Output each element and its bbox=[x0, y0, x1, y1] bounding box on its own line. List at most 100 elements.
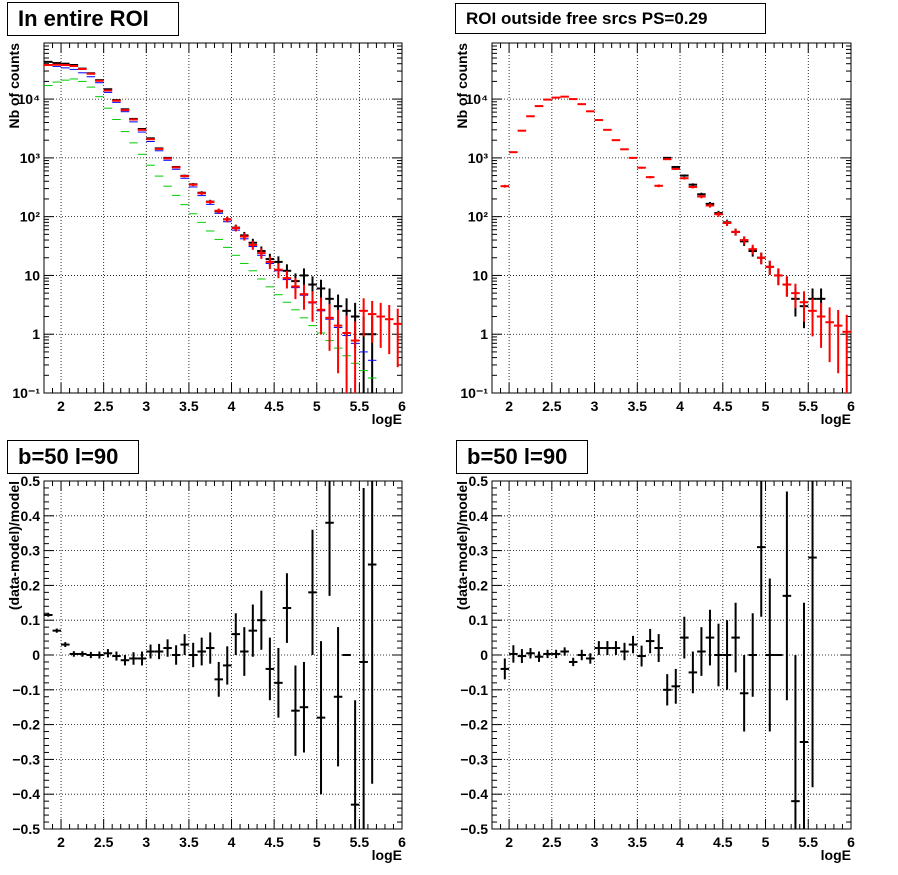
data-point bbox=[671, 167, 681, 170]
data-point bbox=[69, 651, 79, 657]
data-point bbox=[756, 252, 766, 265]
data-point bbox=[808, 481, 817, 788]
data-point bbox=[611, 641, 621, 655]
y-tick-label: 10⁻¹ bbox=[12, 385, 40, 401]
data-point bbox=[577, 649, 587, 661]
data-point bbox=[808, 298, 817, 337]
data-point bbox=[163, 639, 172, 657]
data-point bbox=[654, 634, 663, 662]
x-tick-label: 2.5 bbox=[94, 398, 114, 414]
data-point bbox=[586, 653, 595, 664]
panel-1-title: In entire ROI bbox=[7, 2, 179, 36]
data-point bbox=[274, 263, 283, 279]
y-tick-label: −0.1 bbox=[460, 682, 488, 698]
y-tick-label: 0.1 bbox=[469, 612, 489, 628]
x-axis-label: logE bbox=[821, 847, 851, 863]
data-point bbox=[282, 573, 292, 643]
x-tick-label: 4 bbox=[228, 398, 236, 414]
data-point bbox=[333, 627, 343, 767]
y-tick-label: 0.2 bbox=[469, 577, 489, 593]
y-tick-label: 10⁴ bbox=[18, 91, 41, 107]
data-point bbox=[316, 641, 326, 795]
data-point bbox=[543, 649, 552, 659]
y-axis-label: Nb of counts bbox=[6, 43, 22, 129]
data-point bbox=[171, 645, 181, 665]
data-point bbox=[577, 103, 587, 106]
data-point bbox=[265, 256, 275, 269]
x-tick-label: 6 bbox=[398, 398, 406, 414]
data-point bbox=[697, 194, 706, 199]
data-point bbox=[359, 487, 368, 829]
y-tick-label: 10⁴ bbox=[466, 91, 489, 107]
x-tick-label: 5 bbox=[762, 398, 770, 414]
panel-2: 2 2.5 3 3.5 4 4.5 5 5.5 6 10⁻¹ 1 10 10² 10³ 10⁴ logE Nb … bbox=[454, 42, 855, 427]
data-point bbox=[680, 177, 689, 180]
y-tick-label: 0.4 bbox=[21, 508, 41, 524]
data-point bbox=[205, 200, 215, 204]
data-point bbox=[248, 240, 258, 250]
data-point bbox=[257, 248, 266, 259]
x-tick-label: 5 bbox=[762, 834, 770, 850]
data-point bbox=[526, 648, 535, 659]
ticks bbox=[491, 480, 852, 830]
data-point bbox=[731, 602, 740, 673]
x-tick-label: 3 bbox=[591, 398, 599, 414]
y-tick-label: 0.3 bbox=[21, 543, 41, 559]
data-point bbox=[367, 300, 377, 343]
data-point bbox=[223, 646, 232, 685]
data-point bbox=[180, 174, 189, 178]
x-tick-label: 2 bbox=[505, 834, 513, 850]
data-point bbox=[299, 661, 309, 753]
data-point bbox=[662, 674, 672, 706]
data-point bbox=[197, 191, 206, 195]
data-point bbox=[603, 128, 612, 131]
data-point bbox=[620, 148, 629, 151]
data-point bbox=[645, 175, 655, 179]
data-point bbox=[799, 602, 809, 829]
y-tick-label: −0.2 bbox=[460, 717, 488, 733]
data-point bbox=[560, 647, 569, 656]
data-point bbox=[299, 268, 309, 286]
data-point bbox=[333, 309, 343, 374]
data-point bbox=[240, 627, 249, 676]
data-point bbox=[688, 651, 698, 694]
data-point bbox=[137, 128, 147, 131]
data-point bbox=[231, 225, 241, 232]
x-tick-label: 5.5 bbox=[350, 834, 370, 850]
data-point bbox=[731, 228, 740, 236]
data-point bbox=[44, 613, 53, 617]
x-tick-label: 2 bbox=[505, 398, 513, 414]
data-point bbox=[534, 105, 544, 108]
data-point bbox=[620, 642, 629, 661]
data-point bbox=[722, 220, 732, 227]
data-point bbox=[163, 157, 172, 160]
y-axis-label: Nb of counts bbox=[454, 43, 470, 129]
data-point bbox=[551, 649, 561, 659]
y-tick-label: −0.3 bbox=[12, 751, 40, 767]
data-point bbox=[748, 613, 757, 697]
data-point bbox=[756, 481, 766, 617]
data-point bbox=[78, 651, 87, 657]
data-point bbox=[274, 648, 283, 718]
data-point bbox=[350, 700, 360, 829]
y-tick-label: −0.5 bbox=[460, 821, 488, 837]
data-point bbox=[376, 302, 385, 348]
y-tick-label: −0.4 bbox=[460, 786, 488, 802]
x-tick-label: 3.5 bbox=[179, 398, 199, 414]
panel-3: 2 2.5 3 3.5 4 4.5 5 5.5 6 −0.5 −0.4 −0.3 −0.2 −0.1 0 0.… bbox=[6, 473, 406, 863]
y-tick-label: 0.1 bbox=[21, 612, 41, 628]
data-point bbox=[765, 578, 775, 732]
data-point bbox=[671, 165, 681, 168]
data-point bbox=[705, 203, 715, 208]
series-3 bbox=[44, 78, 377, 379]
data-point bbox=[816, 302, 826, 348]
series-2 bbox=[44, 64, 377, 361]
data-point bbox=[350, 321, 360, 393]
data-point bbox=[791, 283, 800, 309]
data-point bbox=[705, 609, 715, 666]
data-point bbox=[231, 613, 241, 655]
data-point bbox=[146, 138, 155, 141]
x-tick-label: 4.5 bbox=[713, 834, 733, 850]
grid bbox=[44, 43, 402, 393]
